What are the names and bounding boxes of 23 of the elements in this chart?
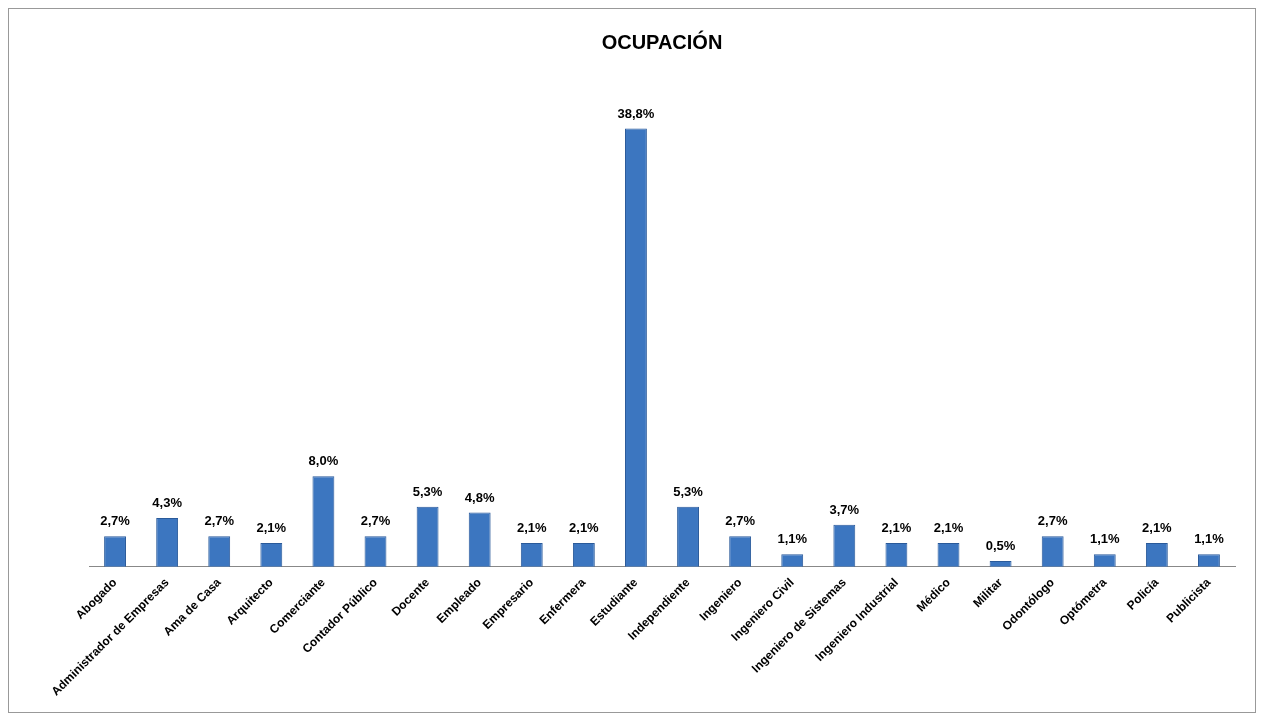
data-label: 1,1% bbox=[777, 531, 808, 547]
data-label: 3,7% bbox=[829, 501, 860, 517]
data-label: 38,8% bbox=[617, 105, 655, 121]
data-label: 2,1% bbox=[881, 520, 912, 536]
data-label: 2,1% bbox=[1142, 520, 1173, 536]
data-label: 5,3% bbox=[412, 483, 443, 499]
data-label: 2,7% bbox=[204, 513, 235, 529]
data-label: 0,5% bbox=[985, 538, 1016, 554]
data-label: 2,1% bbox=[569, 520, 600, 536]
data-label: 8,0% bbox=[308, 453, 339, 469]
data-label: 2,1% bbox=[256, 520, 287, 536]
data-label: 2,1% bbox=[933, 520, 964, 536]
data-label: 1,1% bbox=[1194, 531, 1225, 547]
data-label: 1,1% bbox=[1089, 531, 1121, 547]
chart-title: OCUPACIÓN bbox=[601, 29, 723, 53]
data-label: 5,3% bbox=[673, 483, 704, 499]
data-label: 2,7% bbox=[360, 513, 391, 529]
data-label: 4,8% bbox=[464, 489, 495, 505]
data-label: 2,7% bbox=[1037, 513, 1068, 529]
data-label: 4,3% bbox=[152, 495, 183, 511]
data-label: 2,7% bbox=[725, 513, 756, 529]
data-label: 2,7% bbox=[100, 513, 131, 529]
data-label: 2,1% bbox=[516, 520, 548, 536]
